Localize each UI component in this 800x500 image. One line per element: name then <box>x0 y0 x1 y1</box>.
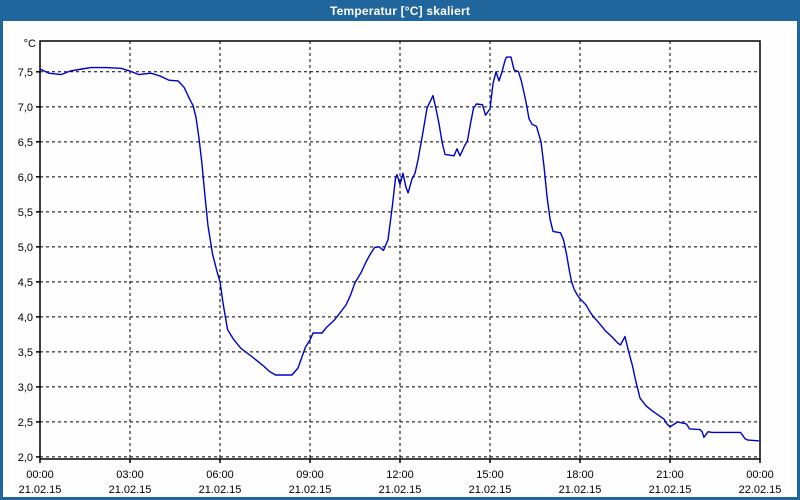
x-tick-time-label: 03:00 <box>116 469 144 481</box>
x-tick-time-label: 12:00 <box>386 469 414 481</box>
x-tick-time-label: 09:00 <box>296 469 324 481</box>
x-tick-time-label: 06:00 <box>206 469 234 481</box>
y-tick-label: 4,0 <box>18 312 33 324</box>
y-tick-label: 2,0 <box>18 452 33 464</box>
chart-area: 7,5 7,0 6,5 6,0 5,5 5,0 4,5 4,0 3,5 3,0 2,5 2,0 00:0… <box>3 21 797 497</box>
x-tick-time-label: 18:00 <box>566 469 594 481</box>
y-tick-label: 3,5 <box>18 347 33 359</box>
y-tick-label: 6,5 <box>18 137 33 149</box>
x-tick-time-label: 15:00 <box>476 469 504 481</box>
x-tick-date-label: 21.02.15 <box>199 484 242 496</box>
x-tick-date-label: 22.02.15 <box>739 484 782 496</box>
x-tick-time-label: 00:00 <box>26 469 54 481</box>
y-tick-label: 7,5 <box>18 67 33 79</box>
y-tick-label: 3,0 <box>18 382 33 394</box>
x-tick-date-label: 21.02.15 <box>649 484 692 496</box>
x-tick-date-label: 21.02.15 <box>469 484 512 496</box>
window-title: Temperatur [°C] skaliert <box>329 3 471 18</box>
y-axis-unit-label: °C <box>23 38 36 50</box>
y-tick-label: 2,5 <box>18 417 33 429</box>
x-tick-date-label: 21.02.15 <box>109 484 152 496</box>
x-tick-date-label: 21.02.15 <box>379 484 422 496</box>
y-tick-label: 5,0 <box>18 242 33 254</box>
y-tick-label: 7,0 <box>18 102 33 114</box>
temperature-series-line <box>39 56 760 442</box>
x-tick-time-label: 21:00 <box>656 469 684 481</box>
plot-frame <box>39 40 761 460</box>
x-tick-date-label: 21.02.15 <box>289 484 332 496</box>
x-tick-date-label: 21.02.15 <box>559 484 602 496</box>
y-tick-label: 5,5 <box>18 207 33 219</box>
x-tick-time-label: 00:00 <box>746 469 774 481</box>
temperature-line-chart: 7,5 7,0 6,5 6,0 5,5 5,0 4,5 4,0 3,5 3,0 2,5 2,0 00:0… <box>18 40 782 496</box>
x-tick-date-label: 21.02.15 <box>19 484 62 496</box>
y-tick-label: 6,0 <box>18 172 33 184</box>
title-bar: Temperatur [°C] skaliert <box>0 0 800 21</box>
y-tick-label: 4,5 <box>18 277 33 289</box>
